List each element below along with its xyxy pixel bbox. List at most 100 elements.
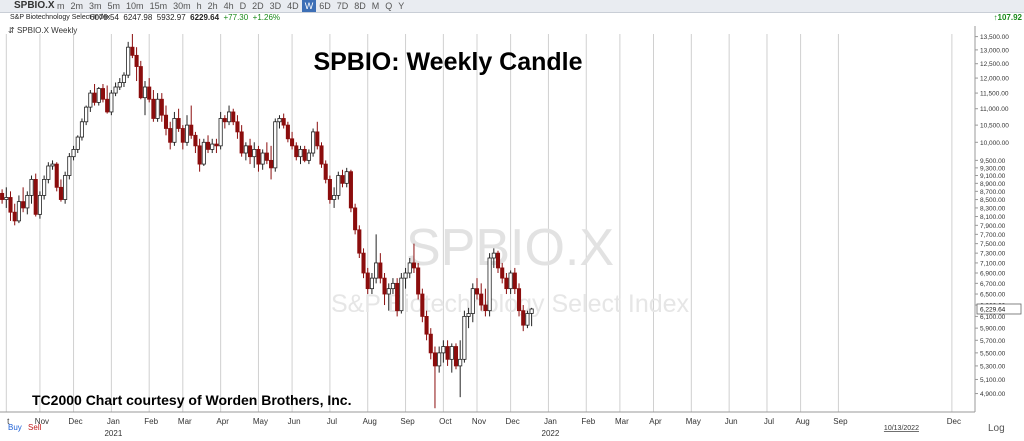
candle-body: [420, 293, 425, 317]
timeframe-2h[interactable]: 2h: [207, 1, 218, 11]
candle-body: [323, 163, 328, 180]
x-month-label: Sep: [400, 417, 415, 426]
watermark-symbol: SPBIO.X: [406, 219, 614, 277]
x-month-label: May: [253, 417, 268, 426]
log-scale-toggle[interactable]: Log: [988, 423, 1005, 434]
candle-body: [424, 316, 429, 335]
candle-body: [117, 82, 122, 88]
timeframe-h[interactable]: h: [196, 1, 202, 11]
timeframe-4D[interactable]: 4D: [287, 1, 299, 11]
x-month-label: Jan: [107, 417, 120, 426]
candle-body: [500, 267, 505, 279]
candle-body: [147, 86, 152, 100]
candle-body: [21, 201, 26, 209]
timeframe-2D[interactable]: 2D: [252, 1, 264, 11]
x-month-label: Nov: [472, 417, 486, 426]
candle-body: [264, 152, 269, 161]
timeframe-buttons: m 2m 3m 5m 10m 15m 30m h 2h 4h D 2D 3D 4D W 6D 7D 8D M Q Y: [54, 0, 407, 12]
timeframe-7D[interactable]: 7D: [336, 1, 349, 11]
y-tick-label: 6,700.00: [980, 281, 1006, 288]
candle-body: [470, 288, 475, 314]
timeframe-m[interactable]: m: [57, 1, 65, 11]
candle-body: [214, 143, 219, 147]
timeframe-5m[interactable]: 5m: [107, 1, 121, 11]
buy-button[interactable]: Buy: [8, 423, 22, 432]
candle-body: [319, 145, 324, 165]
candle-body: [96, 88, 101, 103]
x-month-label: t: [7, 417, 10, 426]
candle-body: [134, 54, 139, 67]
candle-body: [273, 121, 278, 169]
candle-body: [483, 304, 488, 312]
candle-body: [252, 149, 257, 158]
y-tick-label: 7,500.00: [980, 241, 1006, 248]
timeframe-3m[interactable]: 3m: [89, 1, 102, 11]
low-value: 5932.97: [156, 13, 186, 22]
timeframe-6D[interactable]: 6D: [319, 1, 331, 11]
candle-body: [58, 186, 63, 200]
candle-body: [46, 165, 51, 180]
symbol-label[interactable]: SPBIO.X: [14, 0, 55, 11]
candle-body: [285, 124, 290, 140]
candle-body: [138, 66, 143, 99]
y-tick-label: 8,300.00: [980, 205, 1006, 212]
y-tick-label: 5,900.00: [980, 326, 1006, 333]
timeframe-Y[interactable]: Y: [398, 1, 405, 11]
x-month-label: Jul: [327, 417, 337, 426]
timeframe-4h[interactable]: 4h: [223, 1, 234, 11]
sell-button[interactable]: Sell: [28, 423, 42, 432]
candle-body: [512, 272, 517, 290]
candle-body: [378, 262, 383, 279]
candle-body: [281, 118, 286, 126]
y-tick-label: 6,900.00: [980, 270, 1006, 277]
candle-body: [176, 118, 181, 129]
y-tick-label: 10,000.00: [980, 140, 1009, 147]
y-tick-label: 10,500.00: [980, 123, 1009, 130]
candle-body: [449, 346, 454, 360]
candle-body: [201, 141, 206, 165]
timeframe-10m[interactable]: 10m: [126, 1, 144, 11]
timeframe-3D[interactable]: 3D: [269, 1, 282, 11]
ohlc-values: 6079.54 6247.98 5932.97 6229.64 +77.30 +…: [90, 13, 280, 23]
candle-body: [16, 201, 21, 222]
timeframe-2m[interactable]: 2m: [70, 1, 84, 11]
candle-body: [466, 313, 471, 317]
pane-label: ⇵ SPBIO.X Weekly: [8, 26, 78, 35]
candle-body: [357, 229, 362, 254]
x-month-label: Jun: [725, 417, 738, 426]
y-tick-label: 11,500.00: [980, 91, 1009, 98]
timeframe-8D[interactable]: 8D: [354, 1, 366, 11]
change-value: +77.30: [223, 13, 249, 22]
candle-body: [374, 262, 379, 279]
candle-body: [121, 74, 127, 83]
timeframe-15m[interactable]: 15m: [149, 1, 168, 11]
candle-body: [248, 145, 253, 158]
timeframe-W[interactable]: W: [301, 0, 317, 12]
candle-body: [227, 111, 232, 123]
candle-body: [50, 163, 55, 167]
candle-body: [100, 88, 106, 100]
candle-body: [306, 152, 311, 161]
candle-body: [33, 179, 38, 215]
timeframe-30m[interactable]: 30m: [173, 1, 191, 11]
watermark-name: S&P Biotechnology Select Index: [331, 290, 690, 318]
candle-body: [163, 114, 169, 129]
y-tick-label: 4,900.00: [980, 391, 1006, 398]
candle-body: [525, 313, 530, 326]
candle-body: [109, 92, 114, 113]
timeframe-D[interactable]: D: [239, 1, 247, 11]
candle-body: [332, 195, 337, 200]
x-month-label: Feb: [581, 417, 595, 426]
candle-body: [340, 175, 345, 184]
candle-body: [168, 128, 173, 143]
candle-body: [521, 310, 526, 326]
x-month-label: Dec: [505, 417, 519, 426]
timeframe-Q[interactable]: Q: [385, 1, 393, 11]
x-month-label: Jun: [288, 417, 301, 426]
candle-body: [302, 149, 307, 161]
date-label: 10/13/2022: [884, 425, 919, 432]
y-tick-label: 9,500.00: [980, 158, 1006, 165]
timeframe-M[interactable]: M: [371, 1, 380, 11]
candle-body: [298, 149, 303, 158]
